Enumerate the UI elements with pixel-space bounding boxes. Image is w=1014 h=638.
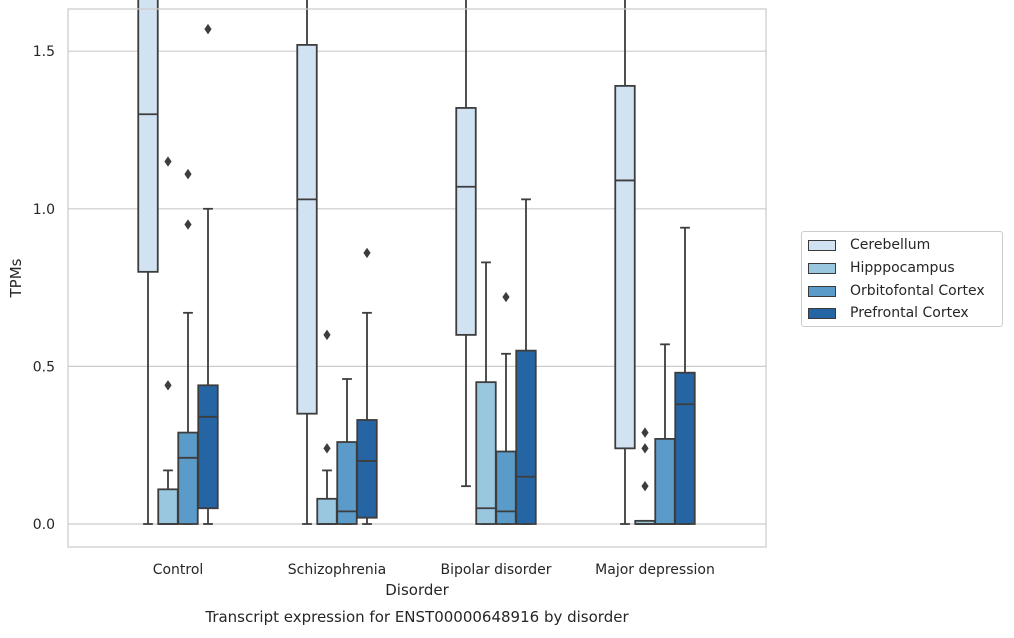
box-body (495, 450, 517, 525)
outlier-point (184, 219, 192, 230)
box-2-1 (336, 378, 358, 525)
legend-item: Prefrontal Cortex (808, 303, 969, 323)
box-body (316, 497, 338, 525)
outlier-point (204, 23, 212, 35)
box-1-2 (475, 261, 497, 525)
box-3-0 (197, 23, 219, 525)
box-0-0 (137, 0, 159, 525)
box-body (654, 437, 676, 525)
legend-label: Orbitofontal Cortex (850, 283, 985, 299)
legend-item: Cerebellum (808, 235, 930, 255)
x-tick-label: Major depression (595, 562, 715, 578)
legend-label: Cerebellum (850, 237, 931, 253)
legend: Cerebellum Hipppocampus Orbitofontal Cor… (801, 231, 1003, 327)
legend-swatch (808, 307, 836, 319)
x-tick-label: Control (153, 562, 204, 578)
box-body (356, 419, 378, 519)
box-2-2 (495, 291, 517, 525)
x-tick-label: Schizophrenia (288, 562, 386, 578)
outlier-point (641, 427, 649, 438)
outlier-point (164, 156, 172, 167)
plot-frame (67, 8, 767, 548)
outlier-point (323, 443, 331, 454)
box-body (674, 371, 696, 525)
legend-item: Hipppocampus (808, 258, 955, 278)
outlier-point (363, 247, 371, 259)
box-1-1 (316, 329, 338, 525)
box-1-3 (634, 427, 656, 525)
y-tick-labels: 0.00.51.01.52.02.53.0 (33, 44, 55, 533)
legend-label: Prefrontal Cortex (850, 305, 969, 321)
y-tick-label: 1.5 (33, 44, 55, 60)
y-tick-label: 0.0 (33, 517, 55, 533)
box-body (455, 107, 477, 336)
legend-swatch (808, 262, 836, 274)
legend-label: Hipppocampus (850, 260, 955, 276)
legend-item: Orbitofontal Cortex (808, 281, 985, 301)
x-tick-labels: Control Schizophrenia Bipolar disorder Majo… (153, 562, 715, 578)
y-tick-label: 1.0 (33, 202, 55, 218)
box-body (137, 0, 159, 273)
outlier-point (641, 443, 649, 454)
box-2-3 (654, 343, 676, 525)
outlier-point (323, 329, 331, 341)
x-tick-label: Bipolar disorder (440, 562, 551, 578)
box-body (177, 431, 199, 525)
box-3-3 (674, 226, 696, 525)
legend-swatch (808, 285, 836, 297)
outlier-point (502, 291, 510, 303)
box-body (614, 84, 636, 450)
box-0-2 (455, 0, 477, 488)
box-0-3 (614, 0, 636, 525)
box-0-1 (296, 0, 318, 525)
legend-swatch (808, 239, 836, 251)
box-3-2 (515, 198, 537, 525)
chart-title: Transcript expression for ENST0000064891… (204, 608, 629, 626)
box-1-0 (157, 156, 179, 525)
y-tick-label: 0.5 (33, 359, 55, 375)
outlier-point (164, 380, 172, 391)
box-2-0 (177, 168, 199, 525)
box-3-1 (356, 247, 378, 525)
box-body (296, 43, 318, 415)
y-axis-label: TPMs (7, 258, 25, 298)
x-axis-label: Disorder (385, 581, 449, 599)
outlier-point (184, 168, 192, 180)
box-body (197, 384, 219, 510)
box-groups (137, 0, 696, 525)
box-body (157, 488, 179, 525)
box-body (475, 381, 497, 525)
outlier-point (641, 480, 649, 492)
box-body (515, 349, 537, 525)
